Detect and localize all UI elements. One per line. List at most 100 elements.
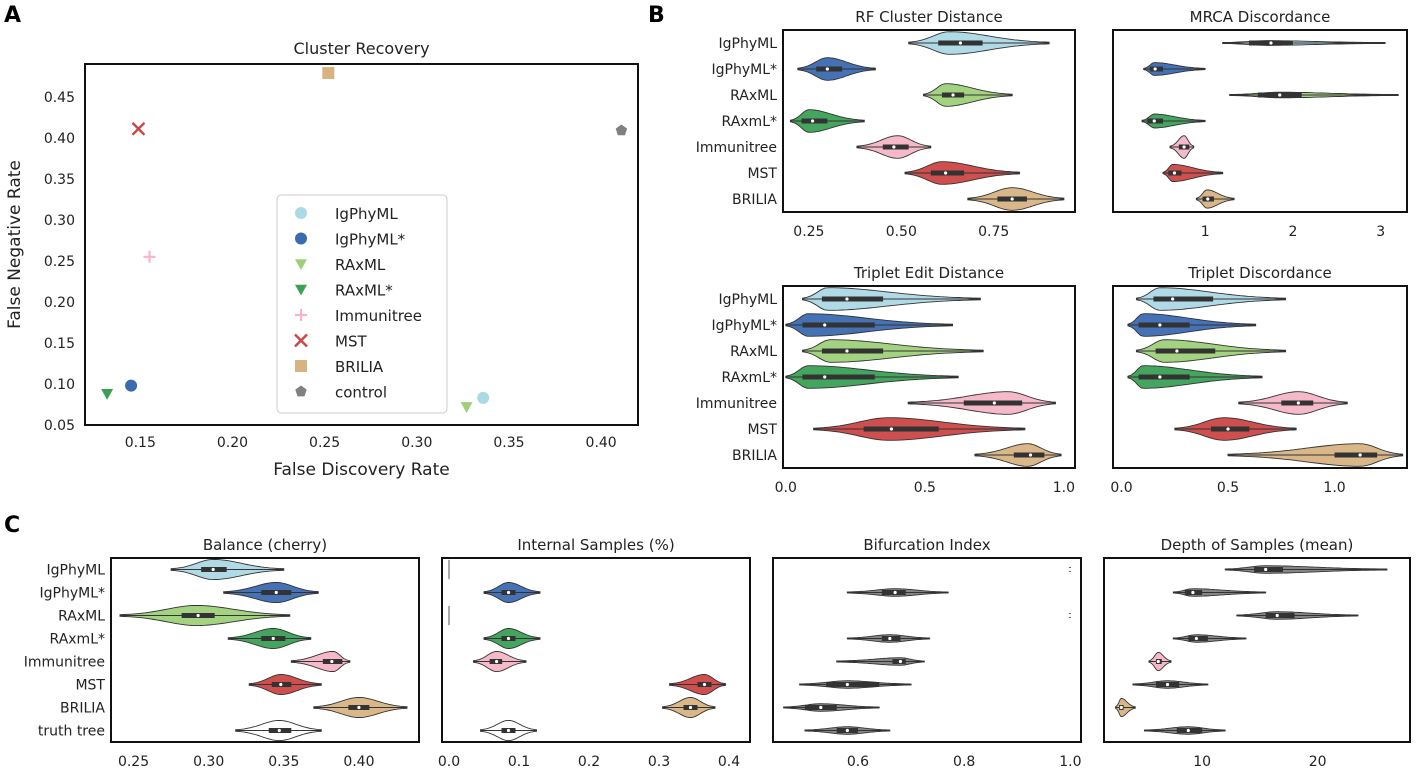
plot-frame [441, 557, 751, 743]
x-tick-label: 0.25 [309, 435, 340, 451]
plot-frame [110, 557, 420, 743]
x-tick-label: 0.25 [118, 754, 149, 769]
violin-median [1158, 323, 1162, 327]
legend-label: control [335, 384, 387, 402]
violin-box [1254, 567, 1283, 572]
legend-box [276, 194, 448, 414]
x-tick-label: 0.35 [493, 435, 524, 451]
violin-median [1165, 682, 1170, 687]
x-tick-label: 0.25 [793, 224, 824, 240]
violin-median [1278, 93, 1282, 97]
x-tick-label: 1.0 [1323, 480, 1345, 496]
violin-box [1211, 426, 1250, 432]
data-point [131, 121, 146, 136]
violin-box [1138, 374, 1190, 380]
legend-marker [294, 333, 308, 348]
violin-median [1156, 659, 1160, 664]
x-tick-label: 0.35 [268, 754, 299, 769]
category-label: RAxmL* [50, 632, 105, 648]
violin-median [892, 145, 896, 149]
violin-box [1155, 348, 1216, 354]
x-tick-label: 0.6 [847, 754, 869, 769]
category-label: MST [747, 166, 777, 182]
violin-box [1153, 296, 1214, 302]
violin-median [1358, 453, 1362, 457]
legend-label: BRILIA [335, 358, 384, 376]
violin-box [821, 348, 884, 354]
x-tick-label: 0.20 [217, 435, 248, 451]
x-tick-label: 0.4 [718, 754, 740, 769]
category-label: MST [75, 678, 105, 694]
data-point [322, 67, 335, 80]
legend-label: Immunitree [335, 307, 422, 325]
violin-box [882, 144, 909, 150]
category-label: RAxML [730, 344, 777, 360]
plot-frame [1103, 557, 1411, 743]
x-tick-label: 0.0 [438, 754, 460, 769]
violin-median [506, 728, 511, 733]
y-tick-label: 0.10 [44, 377, 75, 393]
x-tick-label: 0.40 [343, 754, 374, 769]
violin-median [702, 682, 707, 687]
x-tick-label: 0.15 [125, 435, 156, 451]
violin-median [819, 705, 823, 710]
x-tick-label: 1.0 [1053, 480, 1075, 496]
violin-median [1206, 197, 1210, 201]
legend-marker [295, 232, 307, 245]
y-tick-label: 0.20 [44, 295, 75, 311]
category-label: truth tree [38, 724, 105, 740]
violin-median [893, 590, 897, 595]
violin-median [845, 728, 849, 733]
category-label: Immunitree [696, 396, 777, 412]
legend-marker [295, 259, 307, 270]
violin-median [1172, 171, 1177, 175]
violin-median [1068, 567, 1072, 572]
category-label: BRILIA [732, 192, 777, 208]
x-tick-label: 0.3 [648, 754, 670, 769]
data-point [101, 389, 114, 400]
violin-median [951, 93, 955, 97]
violin-median [958, 41, 963, 45]
chart-title: Triplet Discordance [1187, 264, 1331, 282]
violin-median [506, 636, 511, 641]
y-tick-label: 0.40 [44, 131, 75, 147]
category-label: IgPhyML* [712, 318, 778, 334]
violin-median [898, 659, 903, 664]
x-tick-label: 3 [1376, 224, 1385, 240]
y-tick-label: 0.45 [44, 90, 75, 106]
legend-label: IgPhyML [335, 205, 398, 223]
chart-title: RF Cluster Distance [855, 8, 1002, 26]
x-tick-label: 0.30 [193, 754, 224, 769]
legend-marker [295, 207, 307, 219]
violin-median [1226, 427, 1230, 431]
violin-median [1182, 145, 1186, 149]
violin-median [810, 119, 815, 123]
data-point [477, 391, 490, 404]
violin-median [1175, 349, 1179, 353]
chart-title: Depth of Samples (mean) [1161, 536, 1354, 554]
data-point [125, 379, 138, 392]
x-tick-label: 10 [1193, 754, 1211, 769]
violin-median [823, 323, 827, 327]
violin-median [506, 590, 511, 595]
legend-marker [295, 284, 307, 296]
violin-median [271, 636, 275, 641]
category-label: IgPhyML [47, 563, 106, 579]
legend-label: IgPhyML* [335, 231, 406, 249]
y-tick-label: 0.30 [44, 213, 75, 229]
x-tick-label: 0.30 [401, 435, 432, 451]
violin-median [1191, 590, 1195, 595]
data-point [615, 124, 628, 136]
violin-median [1269, 41, 1273, 45]
plot-frame [1112, 29, 1408, 213]
violin-box [1188, 636, 1208, 641]
violin-median [1010, 197, 1014, 201]
chart-title: Bifurcation Index [863, 536, 990, 554]
legend-marker [295, 385, 307, 397]
category-label: IgPhyML* [712, 62, 778, 78]
category-label: IgPhyML* [40, 586, 106, 602]
x-tick-label: 0.0 [775, 480, 797, 496]
x-tick-label: 0.8 [953, 754, 975, 769]
data-point [460, 402, 473, 413]
